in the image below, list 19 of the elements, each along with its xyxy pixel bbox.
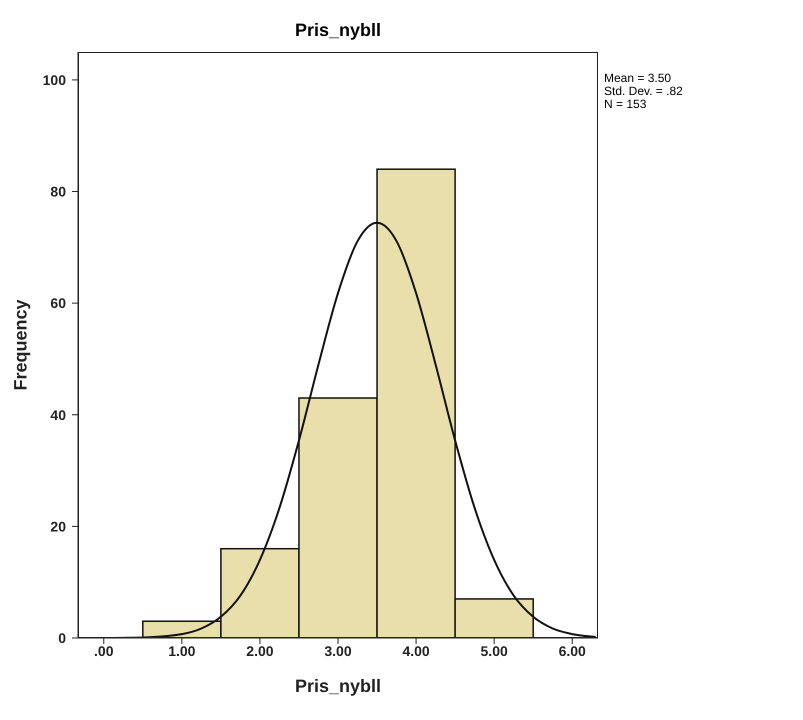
- y-tick-label: 80: [50, 184, 66, 200]
- x-tick-label: 4.00: [402, 642, 430, 659]
- text: Mean = 3.50: [604, 71, 672, 85]
- y-tick-label: 60: [50, 295, 66, 312]
- x-tick-label: 2.00: [246, 642, 274, 659]
- x-tick-label: 1.00: [168, 642, 196, 659]
- text: N = 153: [604, 97, 648, 111]
- y-tick-label: 20: [50, 518, 66, 534]
- y-tick-label: 40: [50, 406, 66, 423]
- text: Std. Dev. = .82: [604, 84, 683, 98]
- x-axis-title: Pris_nybll: [294, 676, 382, 696]
- x-tick-label: .00: [94, 642, 114, 659]
- y-tick-label: 100: [42, 72, 66, 88]
- y-axis-title: Frequency: [10, 299, 30, 391]
- x-tick-label: 3.00: [324, 642, 352, 659]
- y-tick-label: 0: [58, 630, 66, 646]
- x-tick-label: 6.00: [558, 642, 586, 659]
- x-tick-label: 5.00: [480, 642, 508, 659]
- chart-title: Pris_nybll: [294, 20, 382, 41]
